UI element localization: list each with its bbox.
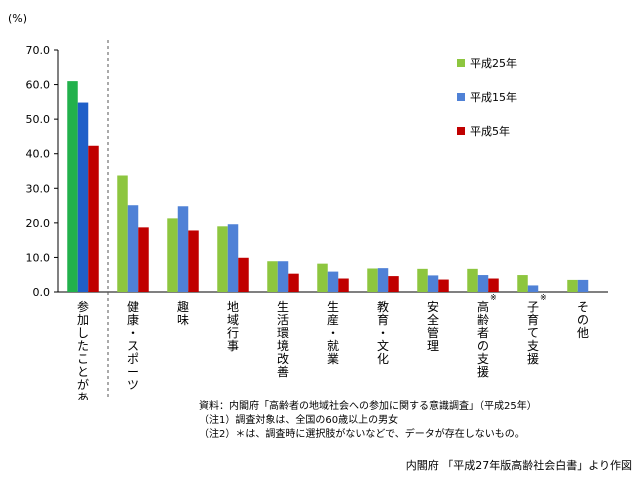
bar [577, 279, 589, 292]
x-tick-label: 参加したことがある [77, 299, 89, 400]
x-tick-label: 子育て支援 [527, 300, 539, 366]
bar [488, 278, 499, 292]
bar [117, 175, 128, 292]
x-tick-label: 趣味 [177, 299, 189, 327]
x-tick-label: 地域行事 [227, 300, 239, 353]
x-tick-label: その他 [577, 300, 589, 340]
bar [217, 226, 228, 292]
legend-swatch [457, 127, 465, 135]
bar [527, 285, 539, 292]
bar [338, 278, 349, 292]
bar [88, 145, 99, 292]
bar [427, 275, 439, 292]
bar [77, 102, 89, 292]
x-tick-label: 生産・就業 [327, 300, 339, 366]
source-note: 資料：内閣府「高齢者の地域社会への参加に関する意識調査」（平成25年） [199, 401, 537, 412]
note-2: （注2）＊は、調査時に選択肢がないなどで、データが存在しないもの。 [199, 429, 525, 440]
y-tick-label: 30.0 [26, 182, 51, 195]
category-note-mark: ※ [490, 293, 497, 302]
note-1: （注1）調査対象は、全国の60歳以上の男女 [199, 415, 399, 426]
bar [177, 206, 189, 292]
bar-chart: (%) 0.0 10.0 20.0 30.0 40.0 50.0 60.0 70.0 参加したこと… [8, 12, 608, 400]
x-tick-label: 安全管理 [427, 299, 439, 353]
y-tick-label: 70.0 [26, 44, 51, 57]
bar [388, 276, 399, 292]
bar [417, 268, 428, 292]
bar [277, 261, 289, 292]
bar [377, 268, 389, 292]
legend-swatch [457, 59, 465, 67]
bar [267, 261, 278, 292]
bar [567, 279, 578, 292]
bar [127, 205, 139, 292]
y-tick-label: 50.0 [26, 113, 51, 126]
category-note-mark: ※ [540, 293, 547, 302]
bar [67, 81, 78, 292]
bar [188, 230, 199, 292]
bar [477, 275, 489, 292]
legend-label: 平成5年 [470, 124, 510, 138]
y-tick-label: 20.0 [26, 217, 51, 230]
bar [288, 273, 299, 292]
bar [167, 218, 178, 292]
bar [438, 279, 449, 292]
bar [327, 271, 339, 292]
bar [238, 257, 249, 292]
bar [138, 227, 149, 292]
x-tick-label: 教育・文化 [377, 299, 389, 366]
x-tick-label: 健康・スポーツ [127, 300, 139, 392]
legend-label: 平成15年 [470, 90, 517, 104]
legend-label: 平成25年 [470, 56, 517, 70]
y-tick-label: 40.0 [26, 148, 51, 161]
bar [317, 263, 328, 292]
bar [227, 224, 239, 292]
credit: 内閣府 「平成27年版高齢社会白書」より作図 [405, 459, 632, 472]
y-unit-label: (%) [8, 12, 27, 25]
x-tick-label: 高齢者の支援 [477, 299, 489, 379]
y-tick-label: 0.0 [33, 286, 51, 299]
legend-swatch [457, 93, 465, 101]
bar [517, 275, 528, 292]
bar [467, 268, 478, 292]
y-tick-label: 60.0 [26, 79, 51, 92]
y-tick-label: 10.0 [26, 251, 51, 264]
bar [367, 268, 378, 292]
x-tick-label: 生活環境改善 [277, 300, 289, 379]
